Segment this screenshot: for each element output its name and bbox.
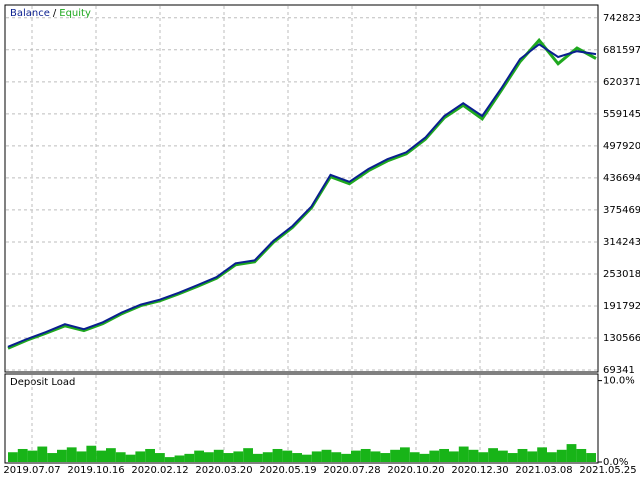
- x-tick-label: 2020.02.12: [131, 465, 188, 476]
- y-tick-label: 69341: [603, 365, 635, 376]
- load-title: Deposit Load: [10, 377, 75, 388]
- load-bar: [292, 453, 302, 462]
- load-bar: [115, 452, 126, 462]
- main-panel: [4, 4, 599, 373]
- load-bar: [282, 450, 293, 462]
- load-bar: [468, 449, 479, 462]
- load-bar: [243, 448, 253, 462]
- y-tick-label: 130566: [603, 333, 640, 344]
- load-bar: [76, 451, 87, 462]
- x-tick-label: 2019.10.16: [67, 465, 124, 476]
- y-tick-label: 436694: [603, 173, 640, 184]
- load-bar: [106, 448, 116, 462]
- y-tick-label: 497920: [603, 141, 640, 152]
- load-bar: [47, 453, 57, 462]
- x-tick-label: 2021.03.08: [515, 465, 572, 476]
- load-bar: [390, 449, 400, 462]
- load-bar: [537, 447, 547, 462]
- load-bar: [419, 453, 430, 462]
- x-tick-label: 2020.07.28: [323, 465, 380, 476]
- y-tick-label: 375469: [603, 205, 640, 216]
- y-tick-label: 559145: [603, 109, 640, 120]
- load-bar: [507, 453, 518, 462]
- load-bar: [488, 448, 498, 462]
- load-bar: [66, 447, 77, 462]
- load-bar: [341, 453, 351, 462]
- series-line: [7, 43, 597, 348]
- load-bar: [184, 453, 195, 462]
- x-tick-label: 2020.03.20: [195, 465, 252, 476]
- y-tick-label: 253018: [603, 269, 640, 280]
- load-bar: [351, 450, 361, 462]
- load-bar: [233, 451, 244, 462]
- load-bar: [155, 453, 165, 462]
- load-bar: [174, 455, 185, 462]
- legend-separator: /: [53, 8, 57, 19]
- y-tick-label: 681597: [603, 45, 640, 56]
- y-tick-label: 620371: [603, 77, 640, 88]
- load-bar: [204, 452, 214, 462]
- load-bar: [370, 451, 381, 462]
- y-tick-label: 742823: [603, 13, 640, 24]
- load-bar: [478, 452, 489, 462]
- load-bar: [96, 450, 106, 462]
- legend: Balance / Equity: [10, 8, 91, 19]
- load-bar: [262, 452, 273, 462]
- load-tick-label: 0.0%: [603, 457, 628, 468]
- load-bar: [380, 453, 391, 462]
- load-bar: [566, 444, 577, 462]
- load-bar: [135, 451, 146, 462]
- load-bar: [527, 451, 538, 462]
- load-bar: [458, 446, 469, 462]
- load-bar: [27, 450, 38, 462]
- legend-balance: Balance: [10, 8, 50, 19]
- load-bar: [253, 453, 263, 462]
- load-bar: [556, 449, 567, 462]
- x-tick-label: 2020.10.20: [387, 465, 444, 476]
- load-bar: [145, 448, 155, 462]
- x-tick-label: 2019.07.07: [3, 465, 60, 476]
- load-bar: [272, 448, 283, 462]
- load-bar: [164, 457, 175, 462]
- load-bar: [360, 448, 371, 462]
- load-bar: [8, 452, 18, 462]
- load-tick-label: 10.0%: [603, 376, 635, 387]
- load-bar: [125, 454, 136, 462]
- load-bar: [517, 448, 528, 462]
- load-bar: [498, 450, 508, 462]
- load-bar: [576, 448, 587, 462]
- load-bar: [57, 449, 67, 462]
- y-tick-label: 314243: [603, 237, 640, 248]
- load-bar: [213, 449, 224, 462]
- load-bar: [331, 452, 342, 462]
- x-tick-label: 2020.12.30: [451, 465, 508, 476]
- load-bar: [321, 449, 332, 462]
- load-bar: [302, 454, 312, 462]
- load-bar: [223, 453, 234, 462]
- load-panel: [4, 373, 599, 464]
- y-tick-label: 191792: [603, 301, 640, 312]
- load-bar: [194, 450, 204, 462]
- load-bar: [449, 451, 459, 462]
- load-bar: [311, 451, 322, 462]
- load-bar: [586, 453, 596, 462]
- load-bar: [429, 450, 440, 462]
- x-tick-label: 2021.05.25: [579, 465, 636, 476]
- load-bar: [37, 446, 48, 462]
- load-bar: [17, 448, 28, 462]
- load-bar: [409, 452, 420, 462]
- load-bar: [86, 445, 97, 462]
- x-tick-label: 2020.05.19: [259, 465, 316, 476]
- load-bar: [400, 447, 410, 462]
- load-bar: [547, 452, 557, 462]
- legend-equity: Equity: [59, 8, 91, 19]
- load-bar: [439, 448, 449, 462]
